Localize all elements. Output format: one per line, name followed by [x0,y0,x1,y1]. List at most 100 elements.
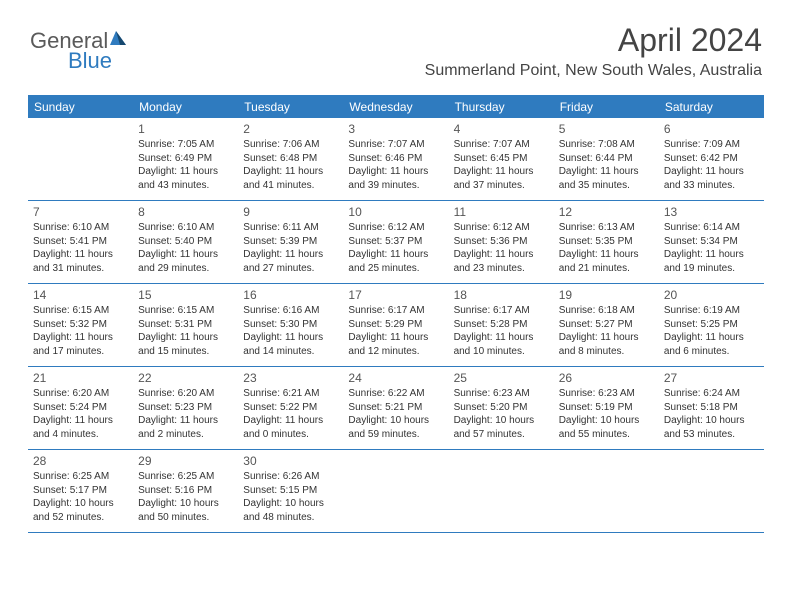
calendar-day-cell: 14Sunrise: 6:15 AMSunset: 5:32 PMDayligh… [28,284,133,366]
day-number: 21 [33,370,128,386]
day-daylight2: and 33 minutes. [664,179,759,193]
calendar-day-cell: 15Sunrise: 6:15 AMSunset: 5:31 PMDayligh… [133,284,238,366]
calendar-day-cell [554,450,659,532]
day-daylight2: and 35 minutes. [559,179,654,193]
day-sunrise: Sunrise: 6:22 AM [348,387,443,401]
day-number: 28 [33,453,128,469]
day-daylight1: Daylight: 11 hours [243,248,338,262]
day-daylight1: Daylight: 10 hours [559,414,654,428]
day-sunset: Sunset: 5:31 PM [138,318,233,332]
calendar-day-cell: 22Sunrise: 6:20 AMSunset: 5:23 PMDayligh… [133,367,238,449]
day-sunset: Sunset: 6:46 PM [348,152,443,166]
day-sunrise: Sunrise: 6:20 AM [138,387,233,401]
day-daylight2: and 15 minutes. [138,345,233,359]
day-daylight2: and 57 minutes. [454,428,549,442]
day-sunrise: Sunrise: 6:20 AM [33,387,128,401]
day-daylight2: and 55 minutes. [559,428,654,442]
logo-blue-text: Blue [68,48,128,74]
day-sunrise: Sunrise: 7:05 AM [138,138,233,152]
day-number: 14 [33,287,128,303]
day-daylight1: Daylight: 11 hours [559,248,654,262]
day-daylight1: Daylight: 10 hours [33,497,128,511]
day-daylight2: and 21 minutes. [559,262,654,276]
day-daylight1: Daylight: 11 hours [138,414,233,428]
day-daylight2: and 4 minutes. [33,428,128,442]
day-number: 1 [138,121,233,137]
location-subtitle: Summerland Point, New South Wales, Austr… [425,62,762,80]
day-daylight2: and 12 minutes. [348,345,443,359]
day-sunset: Sunset: 5:37 PM [348,235,443,249]
day-sunset: Sunset: 5:34 PM [664,235,759,249]
day-sunrise: Sunrise: 6:17 AM [348,304,443,318]
calendar-day-cell: 23Sunrise: 6:21 AMSunset: 5:22 PMDayligh… [238,367,343,449]
day-sunset: Sunset: 5:21 PM [348,401,443,415]
day-sunrise: Sunrise: 6:11 AM [243,221,338,235]
day-daylight1: Daylight: 11 hours [33,331,128,345]
day-number: 27 [664,370,759,386]
day-number: 23 [243,370,338,386]
day-daylight1: Daylight: 11 hours [33,414,128,428]
day-sunrise: Sunrise: 6:21 AM [243,387,338,401]
day-sunrise: Sunrise: 6:12 AM [348,221,443,235]
day-number: 30 [243,453,338,469]
day-daylight1: Daylight: 11 hours [454,165,549,179]
day-number: 8 [138,204,233,220]
calendar-day-cell: 13Sunrise: 6:14 AMSunset: 5:34 PMDayligh… [659,201,764,283]
calendar-day-cell: 7Sunrise: 6:10 AMSunset: 5:41 PMDaylight… [28,201,133,283]
day-sunrise: Sunrise: 6:25 AM [138,470,233,484]
day-daylight2: and 41 minutes. [243,179,338,193]
calendar-grid: SundayMondayTuesdayWednesdayThursdayFrid… [28,95,764,533]
day-daylight1: Daylight: 11 hours [559,331,654,345]
calendar-day-cell: 16Sunrise: 6:16 AMSunset: 5:30 PMDayligh… [238,284,343,366]
day-daylight1: Daylight: 10 hours [664,414,759,428]
day-sunset: Sunset: 6:49 PM [138,152,233,166]
day-header: Sunday [28,96,133,118]
day-number: 4 [454,121,549,137]
calendar-day-cell [343,450,448,532]
day-sunset: Sunset: 5:15 PM [243,484,338,498]
day-daylight2: and 6 minutes. [664,345,759,359]
day-daylight2: and 27 minutes. [243,262,338,276]
day-daylight1: Daylight: 10 hours [138,497,233,511]
day-number: 19 [559,287,654,303]
day-number: 20 [664,287,759,303]
calendar-day-cell: 5Sunrise: 7:08 AMSunset: 6:44 PMDaylight… [554,118,659,200]
day-sunset: Sunset: 5:20 PM [454,401,549,415]
calendar-day-cell: 27Sunrise: 6:24 AMSunset: 5:18 PMDayligh… [659,367,764,449]
calendar-day-cell [28,118,133,200]
day-daylight1: Daylight: 11 hours [138,331,233,345]
day-sunset: Sunset: 5:17 PM [33,484,128,498]
day-number: 16 [243,287,338,303]
day-number: 2 [243,121,338,137]
day-sunrise: Sunrise: 6:18 AM [559,304,654,318]
calendar-day-cell: 8Sunrise: 6:10 AMSunset: 5:40 PMDaylight… [133,201,238,283]
day-header: Saturday [659,96,764,118]
day-sunrise: Sunrise: 6:15 AM [33,304,128,318]
day-daylight1: Daylight: 11 hours [243,414,338,428]
day-daylight2: and 48 minutes. [243,511,338,525]
day-sunrise: Sunrise: 6:23 AM [454,387,549,401]
day-daylight2: and 25 minutes. [348,262,443,276]
logo-triangle-icon [110,31,128,50]
calendar-day-cell [659,450,764,532]
day-sunrise: Sunrise: 6:24 AM [664,387,759,401]
day-daylight2: and 19 minutes. [664,262,759,276]
calendar-day-cell: 21Sunrise: 6:20 AMSunset: 5:24 PMDayligh… [28,367,133,449]
day-sunrise: Sunrise: 6:12 AM [454,221,549,235]
day-daylight1: Daylight: 11 hours [243,331,338,345]
calendar-day-cell: 10Sunrise: 6:12 AMSunset: 5:37 PMDayligh… [343,201,448,283]
day-daylight2: and 50 minutes. [138,511,233,525]
calendar-week-row: 1Sunrise: 7:05 AMSunset: 6:49 PM Daylight… [28,118,764,201]
day-daylight2: and 23 minutes. [454,262,549,276]
day-sunset: Sunset: 5:24 PM [33,401,128,415]
day-sunset: Sunset: 5:32 PM [33,318,128,332]
day-daylight1: Daylight: 10 hours [243,497,338,511]
day-sunset: Sunset: 5:28 PM [454,318,549,332]
day-sunset: Sunset: 6:45 PM [454,152,549,166]
day-daylight2: and 31 minutes. [33,262,128,276]
day-sunrise: Sunrise: 6:25 AM [33,470,128,484]
day-number: 6 [664,121,759,137]
day-sunrise: Sunrise: 7:09 AM [664,138,759,152]
day-daylight2: and 0 minutes. [243,428,338,442]
day-number: 7 [33,204,128,220]
